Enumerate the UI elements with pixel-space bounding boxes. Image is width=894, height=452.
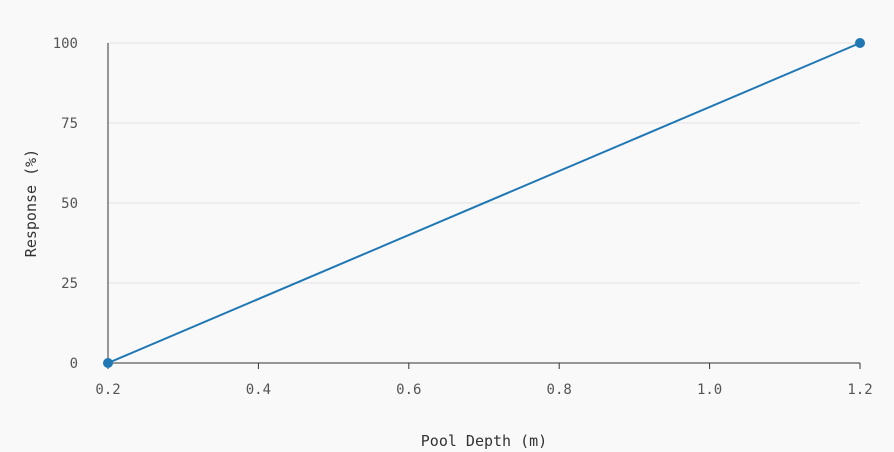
data-point[interactable] (855, 38, 865, 48)
data-point[interactable] (103, 358, 113, 368)
x-tick-label: 0.6 (396, 382, 421, 398)
x-tick-label: 1.0 (697, 382, 722, 398)
y-tick-label: 50 (61, 196, 78, 212)
axes (107, 43, 861, 369)
y-tick-label: 75 (61, 116, 78, 132)
x-tick-label: 0.2 (95, 382, 120, 398)
x-tick-label: 0.8 (547, 382, 572, 398)
y-tick-label: 25 (61, 276, 78, 292)
y-tick-label: 0 (70, 356, 78, 372)
x-tick-label: 0.4 (246, 382, 271, 398)
series-line (107, 42, 861, 364)
x-tick-label: 1.2 (847, 382, 872, 398)
y-axis-title: Response (%) (22, 149, 40, 257)
y-tick-label: 100 (53, 36, 78, 52)
tick-labels: 0 25 50 75 100 0.2 0.4 0.6 0.8 1.0 1.2 (53, 36, 873, 398)
series (103, 38, 865, 368)
x-axis-title: Pool Depth (m) (421, 432, 547, 450)
